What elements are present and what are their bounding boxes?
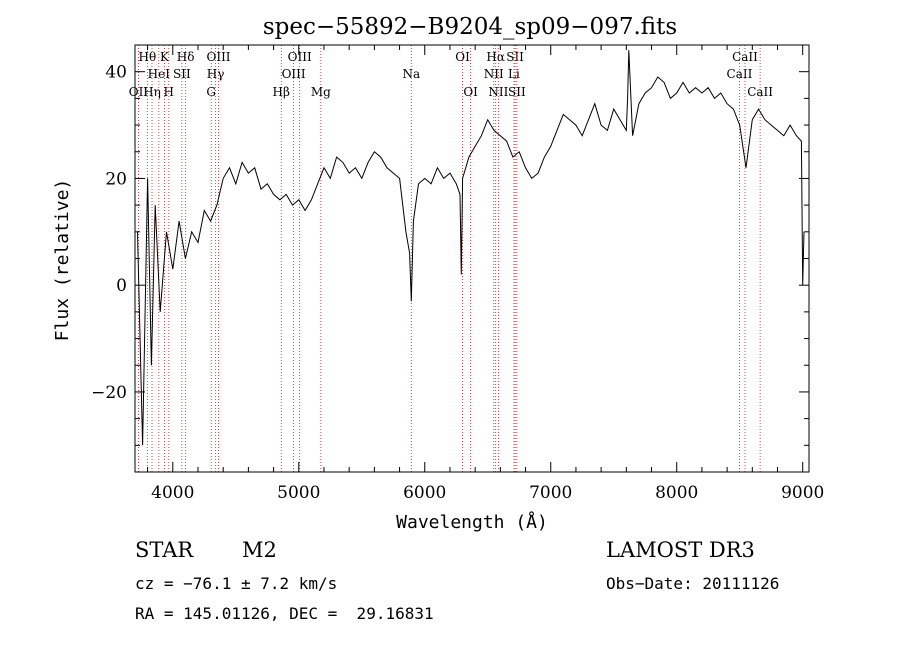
line-marker-label: NII xyxy=(484,67,504,81)
x-tick-label: 8000 xyxy=(655,483,698,503)
line-marker-label: Hη xyxy=(143,85,161,99)
line-marker-label: OI xyxy=(455,50,470,64)
spectral-line-markers: OII Hθ Hη HeI K H SII Hδ OIII Hγ G Hβ OIII OIII Mg Na OI… xyxy=(129,45,773,472)
x-tick-label: 9000 xyxy=(781,483,824,503)
y-tick-label: −20 xyxy=(91,383,127,403)
line-marker-label: SII xyxy=(508,85,526,99)
line-marker-label: OIII xyxy=(282,67,306,81)
spectral-subclass: M2 xyxy=(242,538,277,562)
line-marker-label: Hδ xyxy=(177,50,195,64)
line-marker-label: CaII xyxy=(732,50,758,64)
x-axis-label: Wavelength (Å) xyxy=(396,511,548,533)
line-marker-label: Na xyxy=(402,67,420,81)
line-marker-label: G xyxy=(206,85,216,99)
x-axis-ticks: 4000 5000 6000 7000 8000 9000 xyxy=(147,45,824,503)
redshift-velocity: cz = −76.1 ± 7.2 km/s xyxy=(135,574,338,593)
line-marker-label: SII xyxy=(173,67,191,81)
y-tick-label: 20 xyxy=(105,169,127,189)
flux-series-line xyxy=(137,50,805,446)
line-marker-label: Hβ xyxy=(273,85,290,99)
line-marker-label: OI xyxy=(463,85,478,99)
line-marker-label: CaII xyxy=(747,85,773,99)
line-marker-label: H xyxy=(164,85,174,99)
survey-name: LAMOST DR3 xyxy=(606,538,755,562)
object-class: STAR xyxy=(135,538,194,562)
x-tick-label: 6000 xyxy=(403,483,446,503)
y-axis-label: Flux (relative) xyxy=(52,179,73,342)
line-marker-label: NII xyxy=(488,85,508,99)
line-marker-label: CaII xyxy=(727,67,753,81)
y-tick-label: 40 xyxy=(105,63,127,83)
line-marker-label: OIII xyxy=(288,50,312,64)
line-marker-label: OII xyxy=(129,85,149,99)
chart-title: spec−55892−B9204_sp09−097.fits xyxy=(263,14,677,40)
observation-date: Obs−Date: 20111126 xyxy=(606,574,780,593)
y-axis-ticks: −20 0 20 40 xyxy=(91,63,809,446)
line-marker-label: Hγ xyxy=(207,67,225,81)
line-marker-label: Hθ xyxy=(138,50,156,64)
line-marker-label: OIII xyxy=(206,50,230,64)
line-marker-label: K xyxy=(160,50,170,64)
line-marker-label: HeI xyxy=(148,67,171,81)
coordinates: RA = 145.01126, DEC = 29.16831 xyxy=(135,604,434,623)
line-marker-label: Li xyxy=(508,67,520,81)
x-tick-label: 5000 xyxy=(277,483,320,503)
x-tick-label: 7000 xyxy=(529,483,572,503)
plot-frame xyxy=(134,44,810,473)
line-marker-label: Hα xyxy=(486,50,505,64)
x-tick-label: 4000 xyxy=(151,483,194,503)
line-marker-label: SII xyxy=(506,50,524,64)
line-marker-label: Mg xyxy=(311,85,331,99)
y-tick-label: 0 xyxy=(116,276,127,296)
